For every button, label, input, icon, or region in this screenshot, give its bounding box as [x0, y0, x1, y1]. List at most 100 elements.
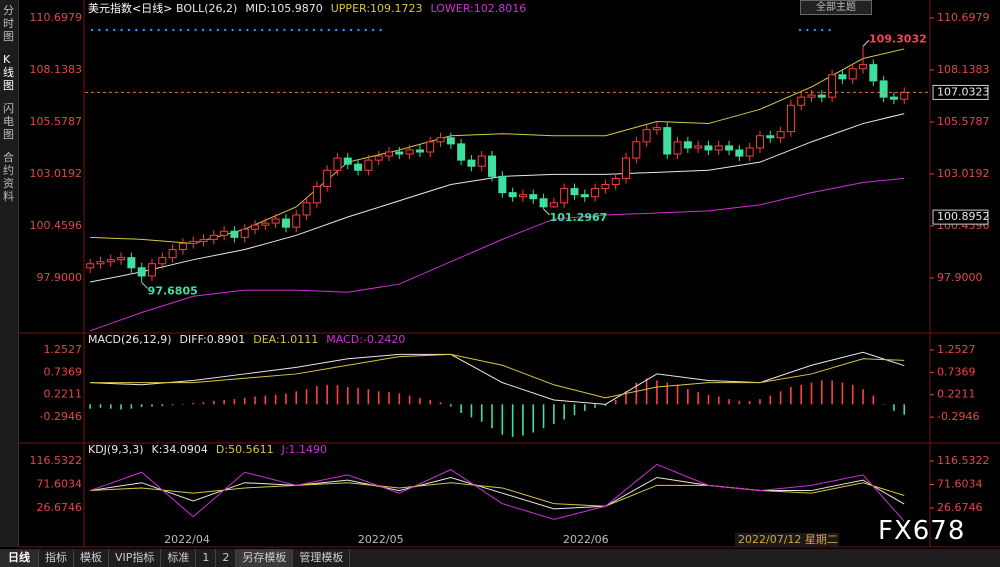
indicator-line [90, 351, 905, 405]
y-tick-label: 108.1383 [937, 63, 990, 76]
candle-body [786, 104, 795, 133]
signal-dot [821, 28, 824, 32]
candle-body [807, 94, 816, 98]
bottom-tab[interactable]: 1 [196, 549, 217, 567]
signal-dot [806, 28, 809, 32]
indicator-line [89, 463, 905, 522]
candle-body [240, 228, 249, 238]
macd-bar [202, 402, 205, 405]
y-tick-label: 116.5322 [937, 454, 990, 467]
macd-bar [450, 404, 452, 407]
signal-dot [164, 28, 168, 32]
macd-bar [120, 404, 122, 410]
candle-body [673, 141, 682, 155]
annotation: 109.3032 [869, 32, 927, 45]
chart: 美元指数<日线> BOLL(26,2) MID:105.9870 UPPER:109.… [18, 0, 1000, 548]
bottom-tab[interactable]: 管理模板 [293, 549, 351, 567]
macd-bar [480, 404, 483, 422]
macd-bar [656, 380, 658, 405]
macd-bar [223, 399, 225, 405]
candle-body [446, 137, 455, 145]
macd-bar [604, 404, 607, 406]
candle-body [560, 188, 569, 204]
macd-bar [243, 397, 246, 405]
period-tab[interactable]: 日线 [0, 549, 39, 567]
macd-bar [903, 404, 906, 415]
sidebar-tab[interactable]: K线图 [3, 53, 14, 92]
candle-body [817, 94, 826, 98]
legend-item: BOLL(26,2) [176, 2, 237, 15]
candle-body [147, 263, 156, 277]
bottom-tab[interactable]: 指标 [39, 549, 74, 567]
candle-body [889, 96, 898, 100]
macd-bar [501, 404, 504, 435]
y-tick-label: 103.0192 [937, 167, 990, 180]
candle-body [488, 155, 497, 177]
bottom-tab[interactable]: 标准 [161, 549, 197, 567]
candle-body [86, 263, 95, 269]
bottom-tab[interactable]: 另存模板 [236, 549, 294, 567]
candle-body [776, 131, 785, 139]
candle-body [859, 64, 868, 70]
cursor-date-box [735, 533, 839, 546]
candle-body [797, 96, 806, 106]
legend-item: DEA:1.0111 [253, 333, 318, 346]
signal-dot [113, 28, 116, 32]
candle-body [549, 202, 558, 208]
sidebar-tab[interactable]: 闪电图 [3, 102, 14, 141]
candle-body [591, 188, 600, 198]
macd-bar [583, 404, 586, 411]
sidebar-tab[interactable]: 合约资料 [3, 151, 14, 203]
macd-bar [336, 385, 339, 405]
y-tick-label: 0.2211 [44, 388, 83, 401]
macd-bar [666, 382, 669, 405]
signal-dot [283, 28, 286, 32]
macd-bar [687, 389, 689, 405]
candle-body [580, 194, 589, 198]
legend-item: DIFF:0.8901 [180, 333, 246, 346]
indicator-line [90, 48, 905, 244]
sidebar: 分时图 K线图 闪电图 合约资料 [0, 0, 19, 547]
theme-button[interactable]: 全部主题 [800, 0, 872, 15]
cursor-date: 2022/07/12 星期二 [738, 533, 838, 546]
candle-body [755, 135, 764, 149]
chart-title: 美元指数<日线> [88, 1, 172, 15]
macd-bar [398, 393, 401, 405]
candle-body [281, 218, 290, 228]
signal-dot [157, 28, 160, 32]
signal-dot [238, 28, 242, 32]
macd-bar [305, 389, 308, 405]
y-tick-label: 100.4596 [30, 219, 83, 232]
signal-dot [179, 28, 182, 32]
bottom-tab[interactable]: 模板 [74, 549, 109, 567]
macd-bar [542, 404, 545, 429]
signal-dot [246, 28, 249, 32]
signal-dot [813, 28, 816, 32]
macd-bar [408, 395, 411, 405]
macd-bar [439, 402, 442, 405]
macd-bar [522, 404, 524, 436]
candle-body [848, 68, 857, 80]
macd-bar [800, 384, 802, 405]
macd-bar [810, 382, 813, 405]
signal-dot [135, 28, 138, 32]
macd-bar [769, 395, 772, 405]
candle-body [209, 234, 218, 240]
signal-dot [357, 28, 360, 32]
bottom-tab[interactable]: 2 [216, 549, 237, 567]
macd-bar [460, 404, 462, 414]
candle-body [178, 242, 187, 251]
signal-dot [194, 28, 197, 32]
cursor-value-label: 100.8952 [937, 210, 990, 223]
candle-body [374, 155, 383, 161]
sidebar-tab[interactable]: 分时图 [3, 4, 14, 43]
candle-body [683, 141, 692, 149]
macd-bar [893, 404, 895, 411]
y-tick-label: 1.2527 [44, 343, 83, 356]
macd-bar [635, 382, 638, 405]
macd-bar [264, 395, 267, 405]
legend-item: MID:105.9870 [245, 2, 322, 15]
bottom-tab[interactable]: VIP指标 [109, 549, 162, 567]
macd-bar [233, 399, 236, 405]
